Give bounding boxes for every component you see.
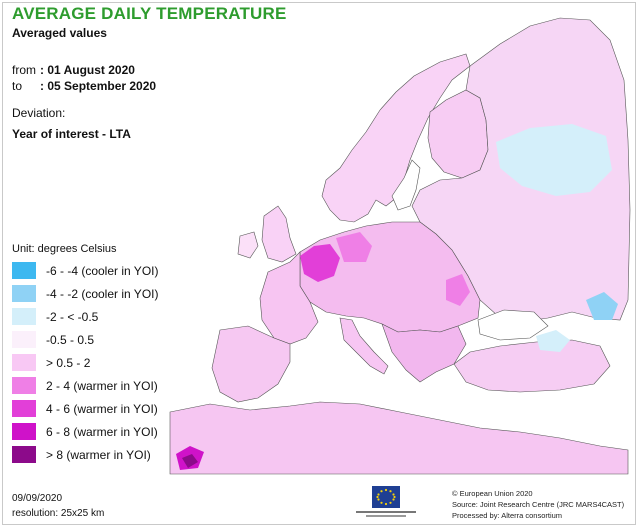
- deviation-value: Year of interest - LTA: [12, 127, 131, 141]
- period-to: to : 05 September 2020: [12, 79, 156, 93]
- legend-swatch: [12, 423, 36, 440]
- warmer-area-morocco-core: [182, 454, 198, 468]
- legend-row: 2 - 4 (warmer in YOI): [12, 374, 158, 397]
- warmer-area-carpathians: [446, 274, 470, 306]
- period-from-label: from: [12, 63, 36, 77]
- legend-swatch: [12, 308, 36, 325]
- credits: © European Union 2020 Source: Joint Rese…: [452, 488, 624, 521]
- eu-logo: [356, 486, 416, 517]
- legend: Unit: degrees Celsius -6 - -4 (cooler in…: [12, 243, 158, 466]
- footer-date: 09/09/2020: [12, 493, 63, 504]
- footer-resolution: resolution: 25x25 km: [12, 508, 105, 519]
- legend-row: 4 - 6 (warmer in YOI): [12, 397, 158, 420]
- legend-swatch: [12, 400, 36, 417]
- legend-label: -0.5 - 0.5: [46, 332, 95, 347]
- region-italy: [339, 317, 389, 375]
- region-balkans: [381, 323, 467, 383]
- warmer-area-benelux: [300, 244, 340, 282]
- legend-row: -6 - -4 (cooler in YOI): [12, 259, 158, 282]
- region-turkey: [453, 339, 611, 393]
- credit-copyright: © European Union 2020: [452, 489, 533, 498]
- sea-baltic: [391, 159, 421, 211]
- region-uk: [261, 205, 297, 263]
- credit-source: Source: Joint Research Centre (JRC MARS4…: [452, 500, 625, 509]
- deviation-map: [169, 17, 631, 475]
- legend-label: -2 - < -0.5: [46, 309, 99, 324]
- legend-swatch: [12, 285, 36, 302]
- period-to-label: to: [12, 79, 23, 93]
- legend-rows: -6 - -4 (cooler in YOI) -4 - -2 (cooler i…: [12, 259, 158, 466]
- region-iberia: [211, 325, 291, 403]
- period-to-value: : 05 September 2020: [40, 79, 157, 93]
- region-scandinavia: [321, 53, 471, 223]
- legend-label: -6 - -4 (cooler in YOI): [46, 263, 159, 278]
- legend-row: -4 - -2 (cooler in YOI): [12, 282, 158, 305]
- legend-label: > 8 (warmer in YOI): [46, 447, 151, 462]
- credit-processed: Processed by: Alterra consortium: [452, 511, 563, 520]
- region-north-africa: [169, 401, 629, 475]
- legend-swatch: [12, 446, 36, 463]
- deviation-label: Deviation:: [12, 106, 66, 120]
- legend-label: 6 - 8 (warmer in YOI): [46, 424, 158, 439]
- cooler-area-east: [496, 124, 612, 196]
- period-from: from : 01 August 2020: [12, 63, 135, 77]
- sea-black: [477, 309, 549, 341]
- legend-label: 4 - 6 (warmer in YOI): [46, 401, 158, 416]
- warmer-area-germany: [336, 232, 372, 262]
- period-from-value: : 01 August 2020: [40, 63, 135, 77]
- legend-unit: Unit: degrees Celsius: [12, 243, 117, 255]
- legend-row: -0.5 - 0.5: [12, 328, 158, 351]
- legend-label: 2 - 4 (warmer in YOI): [46, 378, 158, 393]
- region-france: [259, 251, 319, 345]
- region-ireland: [237, 231, 259, 259]
- legend-label: -4 - -2 (cooler in YOI): [46, 286, 159, 301]
- legend-row: -2 - < -0.5: [12, 305, 158, 328]
- legend-swatch: [12, 331, 36, 348]
- legend-row: > 0.5 - 2: [12, 351, 158, 374]
- map-title: AVERAGE DAILY TEMPERATURE: [12, 4, 287, 23]
- legend-swatch: [12, 354, 36, 371]
- map-subtitle: Averaged values: [12, 26, 107, 40]
- legend-label: > 0.5 - 2: [46, 355, 91, 370]
- cooler-area-caucasus: [586, 292, 618, 320]
- legend-swatch: [12, 262, 36, 279]
- legend-row: 6 - 8 (warmer in YOI): [12, 420, 158, 443]
- legend-swatch: [12, 377, 36, 394]
- legend-row: > 8 (warmer in YOI): [12, 443, 158, 466]
- cooler-area-balkan: [536, 330, 570, 352]
